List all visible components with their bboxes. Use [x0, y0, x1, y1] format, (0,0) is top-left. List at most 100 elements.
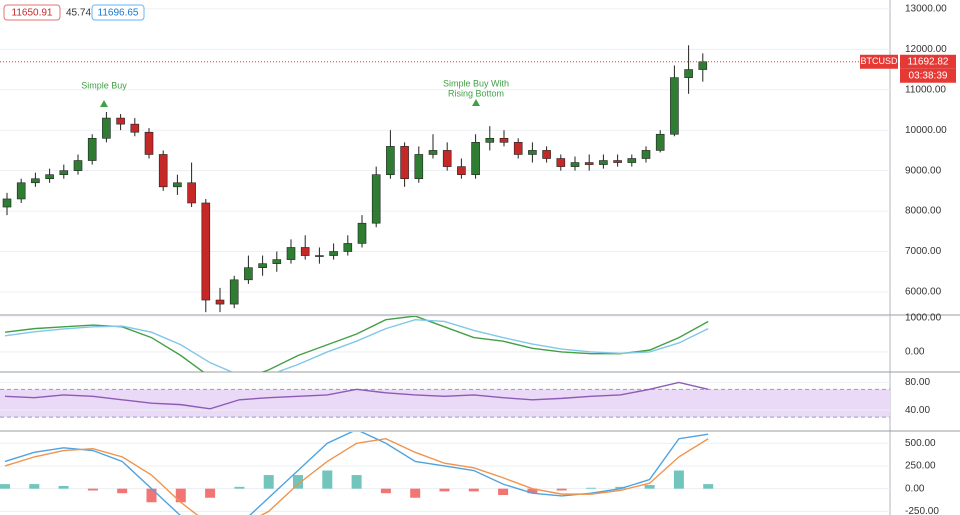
indicator-line	[4, 316, 709, 372]
histogram-bar	[205, 488, 216, 498]
candle-body	[215, 299, 225, 305]
countdown-label: 03:38:39	[909, 70, 948, 81]
candle-body	[272, 259, 282, 264]
candle-body	[244, 267, 253, 281]
y-tick-label: 12000.00	[905, 44, 947, 55]
candle-body	[414, 154, 424, 180]
y-tick-label: 40.00	[905, 405, 930, 416]
histogram-bar	[644, 485, 655, 489]
countdown-box	[900, 68, 956, 83]
histogram-bar	[498, 488, 509, 496]
histogram-bar	[380, 488, 391, 494]
candle-body	[655, 133, 665, 151]
histogram-bar	[556, 488, 567, 491]
y-tick-label: 6000.00	[905, 287, 942, 298]
candle-body	[173, 182, 182, 188]
histogram-bar	[87, 488, 98, 491]
y-tick-label: 11000.00	[905, 84, 946, 95]
candle-body	[87, 137, 97, 161]
candle-body	[442, 150, 452, 167]
panel	[0, 381, 890, 418]
histogram-bar	[615, 486, 626, 489]
candle-body	[16, 182, 26, 200]
candle-body	[130, 123, 140, 133]
legend-box	[3, 4, 61, 21]
candle-body	[201, 202, 211, 301]
histogram-bar	[175, 488, 186, 503]
candle-body	[513, 142, 523, 155]
histogram-bar	[586, 487, 596, 489]
histogram-bar	[29, 484, 40, 489]
candle-body	[584, 162, 594, 165]
annotation: Rising Bottom	[448, 88, 504, 98]
candle-body	[627, 158, 637, 163]
histogram-bar	[58, 485, 69, 489]
candle-body	[343, 243, 353, 252]
histogram-bar	[322, 470, 333, 489]
symbol-label: BTCUSD	[860, 56, 898, 66]
candle-body	[59, 170, 69, 175]
y-tick-label: 80.00	[905, 377, 930, 388]
annotation: Simple Buy	[81, 80, 127, 90]
annotation-arrow	[472, 99, 480, 106]
candle-body	[641, 150, 651, 159]
candle-body	[613, 160, 622, 163]
candle-body	[371, 174, 381, 224]
panel	[0, 316, 890, 372]
y-tick-label: 0.00	[905, 347, 925, 358]
candle-body	[187, 182, 196, 204]
candle-body	[258, 263, 267, 268]
candle-body	[457, 166, 466, 175]
candle-body	[315, 255, 324, 257]
price-box	[900, 54, 956, 69]
y-tick-label: 7000.00	[905, 246, 942, 257]
candle-body	[670, 77, 679, 135]
y-tick-label: 10000.00	[905, 125, 947, 136]
legend-value: 45.74	[66, 8, 91, 19]
histogram-bar	[146, 488, 157, 503]
candle-body	[116, 117, 125, 125]
histogram-bar	[351, 475, 362, 489]
histogram-bar	[527, 488, 538, 494]
histogram-bar	[468, 488, 479, 492]
annotation-arrow	[100, 100, 108, 107]
indicator-line	[4, 437, 709, 515]
candle-body	[570, 162, 580, 167]
candle-body	[499, 137, 509, 143]
candle-body	[684, 69, 693, 78]
candle-body	[357, 222, 367, 244]
candle-body	[158, 154, 168, 188]
histogram-bar	[439, 488, 450, 492]
candle-body	[599, 160, 608, 165]
y-tick-label: 8000.00	[905, 206, 942, 217]
histogram-bar	[234, 486, 245, 489]
legend-value: 11650.91	[12, 8, 53, 19]
band	[0, 389, 890, 418]
histogram-bar	[703, 484, 714, 489]
candle-body	[144, 131, 154, 155]
legend-value: 11696.65	[98, 8, 139, 19]
candle-body	[698, 61, 708, 70]
symbol-box	[860, 54, 898, 69]
panel	[0, 8, 890, 313]
candle-body	[229, 279, 239, 305]
panel	[0, 432, 890, 515]
candle-body	[2, 198, 12, 208]
candle-body	[542, 150, 551, 159]
histogram-bar	[293, 475, 303, 489]
candle-body	[471, 142, 480, 175]
histogram-bar	[117, 488, 128, 494]
candle-body	[286, 247, 296, 260]
y-tick-label: -250.00	[905, 506, 939, 515]
indicator-line	[4, 318, 709, 372]
candle-body	[556, 158, 566, 167]
candle-body	[386, 146, 395, 175]
histogram-bar	[410, 488, 421, 498]
price-label: 11692.82	[908, 56, 949, 67]
histogram-bar	[0, 484, 10, 489]
candle-body	[300, 247, 310, 256]
candle-body	[45, 174, 54, 180]
indicator-line	[4, 381, 709, 410]
y-tick-label: 1000.00	[905, 313, 942, 324]
